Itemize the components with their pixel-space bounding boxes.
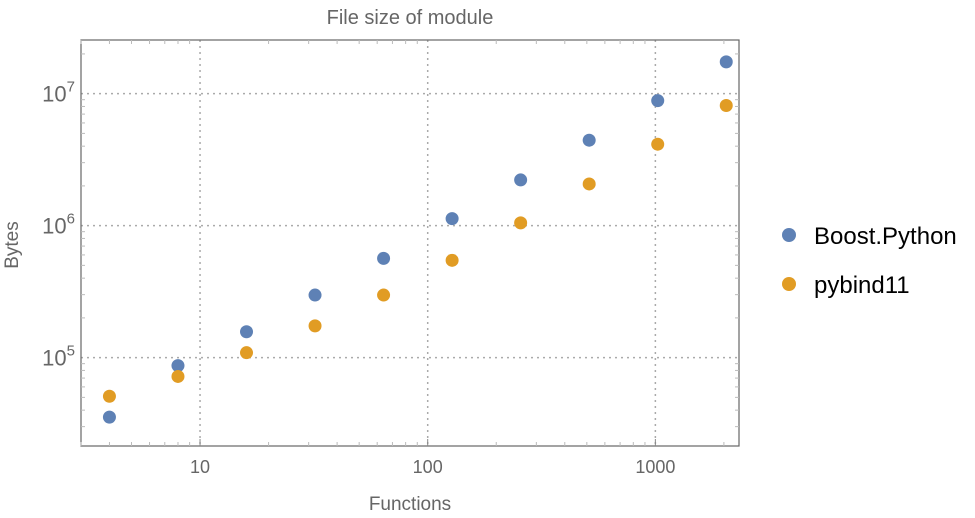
x-tick-label: 100 bbox=[413, 457, 443, 477]
y-tick-exponent: 7 bbox=[67, 79, 75, 96]
point-boost-python bbox=[308, 288, 322, 302]
x-axis-label: Functions bbox=[369, 494, 451, 513]
y-tick-base: 10 bbox=[42, 346, 66, 371]
point-pybind11 bbox=[102, 389, 116, 403]
x-tick-label: 10 bbox=[190, 457, 210, 477]
points bbox=[102, 55, 733, 424]
point-boost-python bbox=[514, 173, 528, 187]
point-boost-python bbox=[582, 133, 596, 147]
point-pybind11 bbox=[445, 253, 459, 267]
point-boost-python bbox=[445, 212, 459, 226]
y-tick-label: 106 bbox=[42, 211, 75, 239]
point-pybind11 bbox=[651, 137, 665, 151]
point-boost-python bbox=[719, 55, 733, 69]
point-pybind11 bbox=[171, 369, 185, 383]
y-tick-label: 105 bbox=[42, 343, 75, 371]
point-boost-python bbox=[377, 251, 391, 265]
x-tick-label: 1000 bbox=[635, 457, 675, 477]
legend-marker-pybind11 bbox=[782, 277, 796, 291]
point-boost-python bbox=[651, 94, 665, 108]
y-tick-base: 10 bbox=[42, 214, 66, 239]
grid bbox=[81, 40, 739, 446]
point-pybind11 bbox=[308, 319, 322, 333]
y-axis-label: Bytes bbox=[2, 221, 23, 269]
y-tick-exponent: 6 bbox=[67, 211, 75, 228]
point-boost-python bbox=[171, 359, 185, 373]
point-pybind11 bbox=[582, 177, 596, 191]
legend: Boost.Python pybind11 bbox=[782, 223, 957, 299]
chart-title: File size of module bbox=[327, 7, 494, 29]
point-pybind11 bbox=[514, 216, 528, 230]
point-boost-python bbox=[102, 410, 116, 424]
point-pybind11 bbox=[719, 99, 733, 113]
legend-marker-boost-python bbox=[782, 228, 796, 242]
plot-frame bbox=[80, 39, 740, 447]
y-tick-label: 107 bbox=[42, 79, 75, 107]
y-tick-base: 10 bbox=[42, 82, 66, 107]
point-boost-python bbox=[240, 325, 254, 339]
point-pybind11 bbox=[240, 346, 254, 360]
legend-label-pybind11: pybind11 bbox=[814, 272, 910, 299]
point-pybind11 bbox=[377, 288, 391, 302]
legend-label-boost-python: Boost.Python bbox=[814, 223, 957, 250]
y-tick-exponent: 5 bbox=[67, 343, 75, 360]
